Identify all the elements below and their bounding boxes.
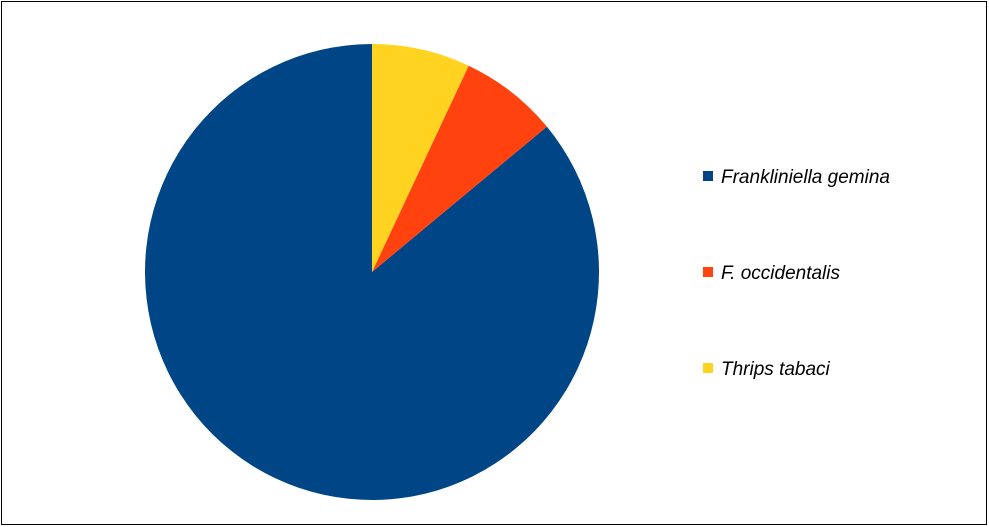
pie-slices [145, 44, 600, 500]
pie-slice-1 [145, 44, 600, 500]
legend-swatch-3 [703, 363, 713, 373]
legend: Frankliniella gemina F. occidentalis Thrip… [703, 167, 890, 380]
legend-swatch-1 [703, 171, 713, 181]
legend-label-1: Frankliniella gemina [721, 167, 890, 188]
legend-swatch-2 [703, 267, 713, 277]
legend-label-3: Thrips tabaci [721, 359, 831, 380]
pie-slice-3 [372, 44, 469, 272]
pie-slice-2 [372, 65, 547, 272]
legend-label-2: F. occidentalis [721, 263, 840, 284]
